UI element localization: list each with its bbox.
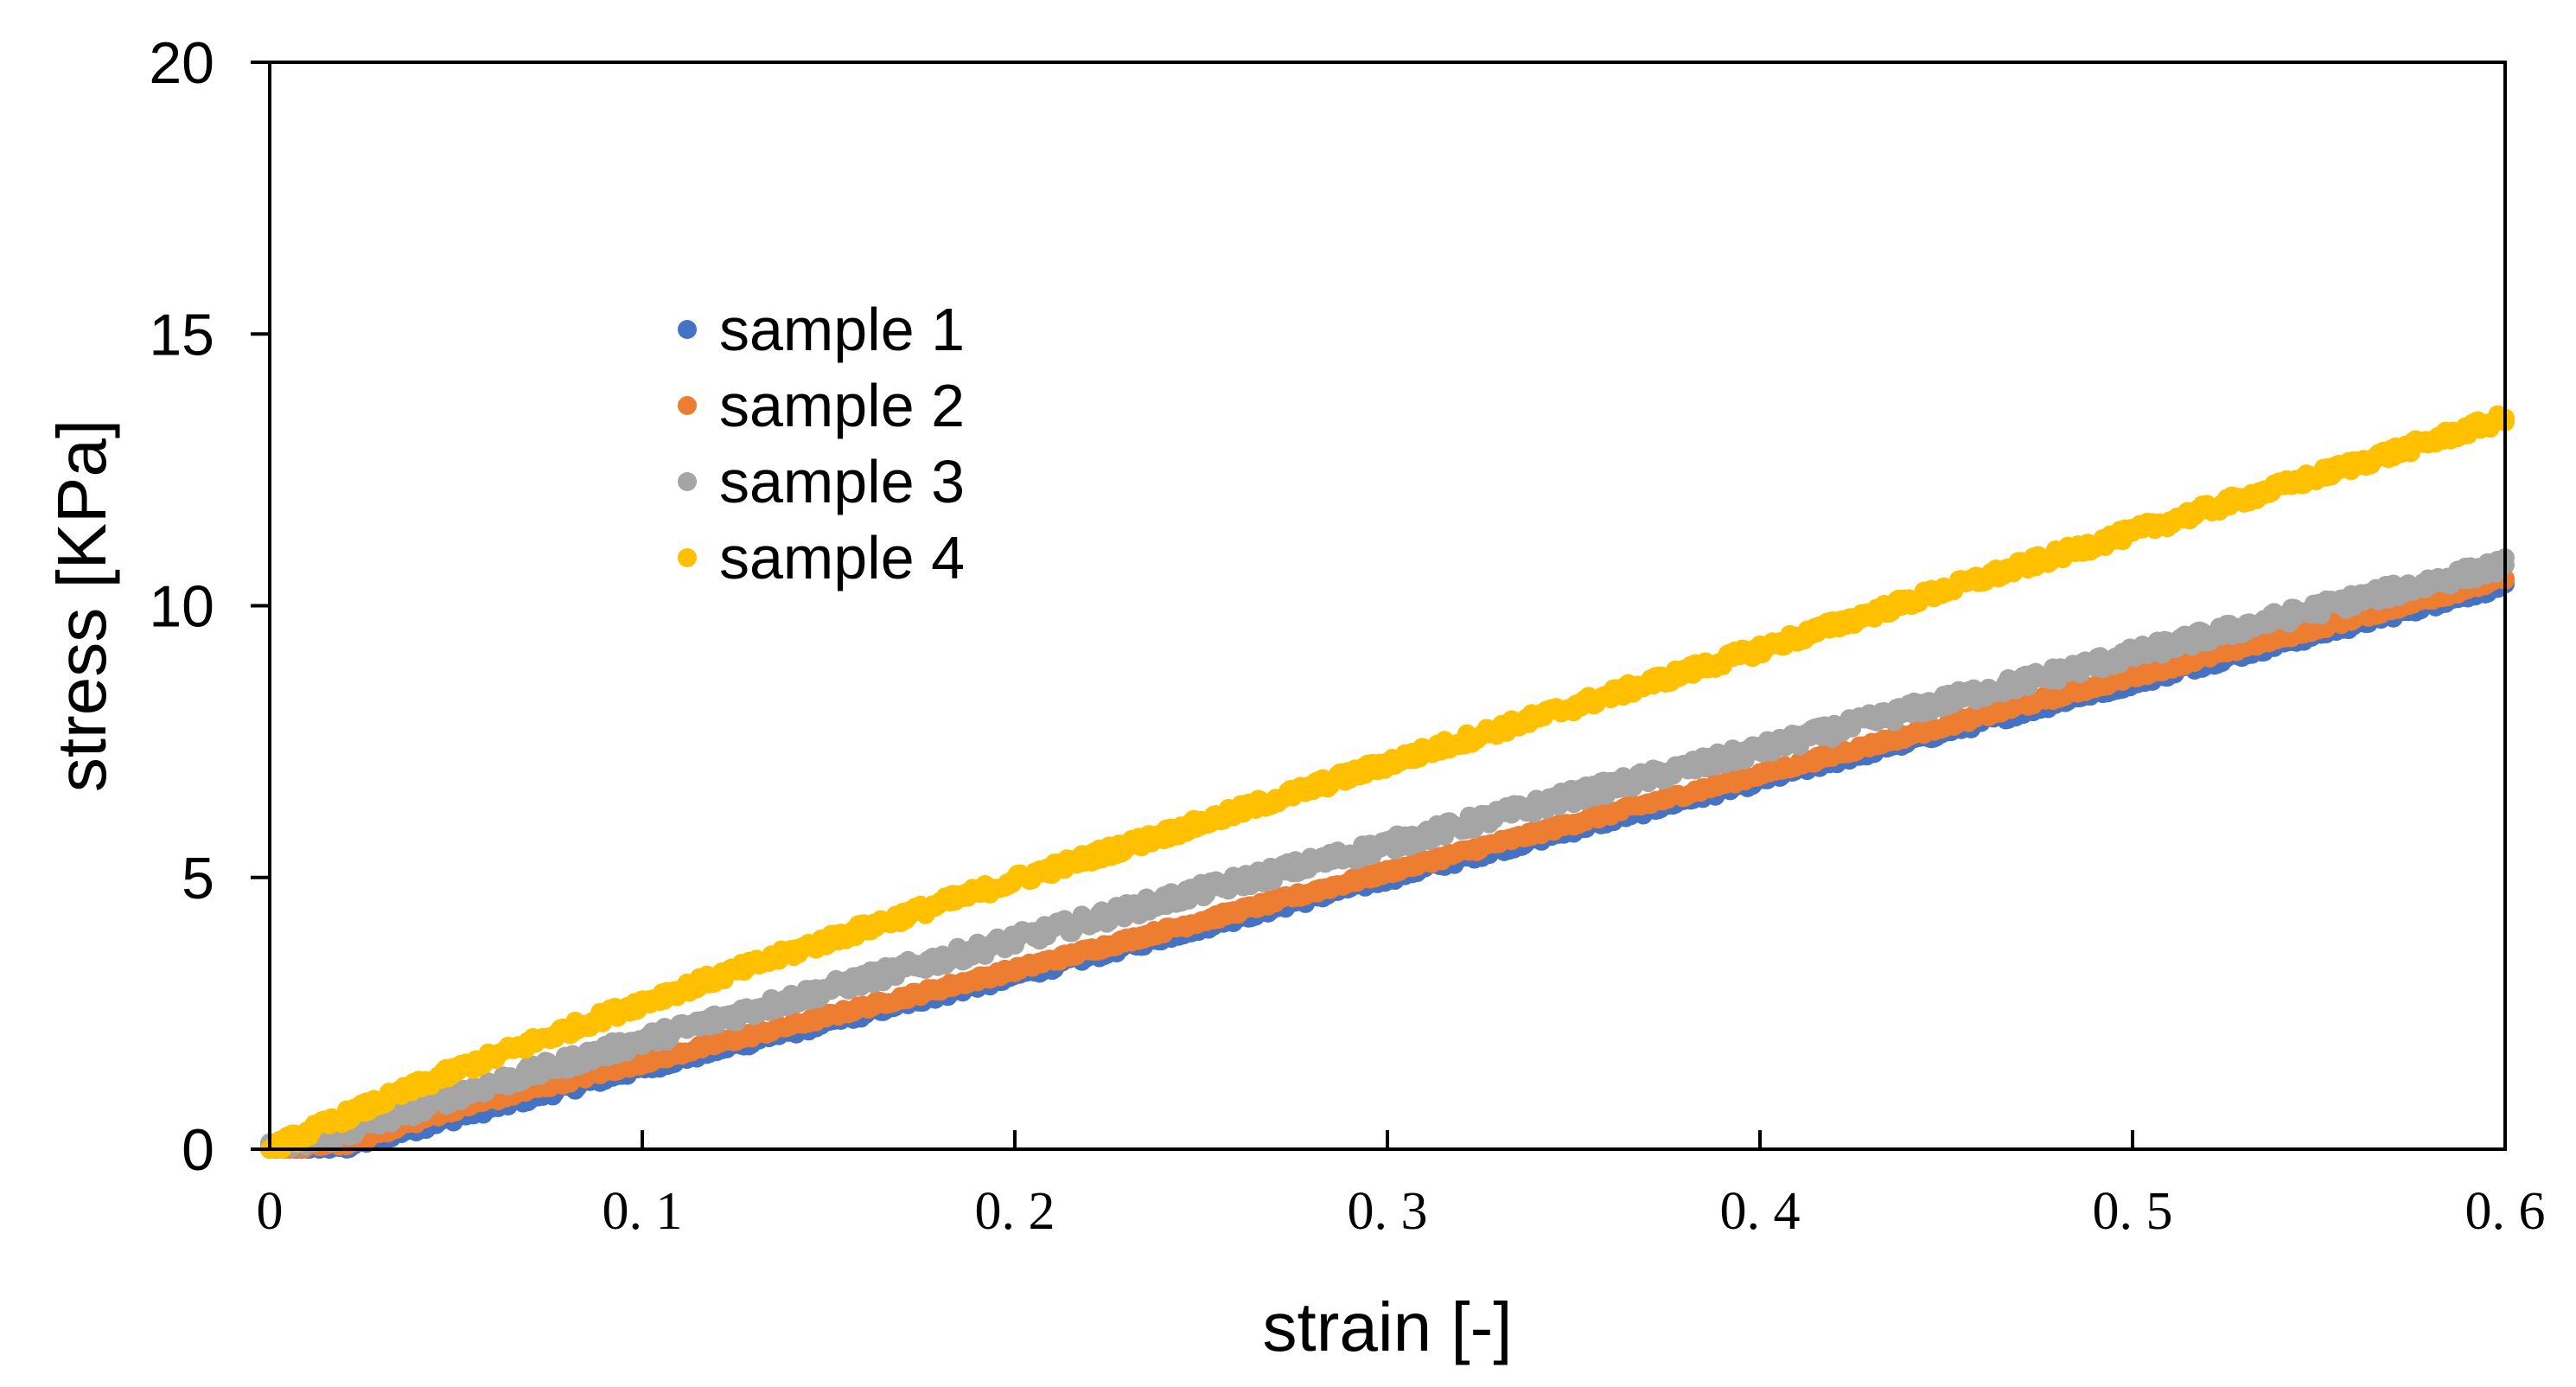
x-tick-label: 0. 5 [2093, 1182, 2173, 1241]
legend-label: sample 4 [719, 524, 965, 591]
y-axis-ticks: 0 5 10 15 20 [149, 30, 270, 1183]
y-tick-label: 5 [182, 846, 214, 911]
x-tick-label: 0. 3 [1348, 1182, 1428, 1241]
y-tick-label: 15 [149, 302, 214, 368]
series-sample-4 [260, 405, 2515, 1159]
legend-marker [678, 472, 697, 491]
x-tick-label: 0. 6 [2465, 1182, 2546, 1241]
legend-marker [678, 320, 697, 339]
legend-label: sample 3 [719, 448, 965, 515]
series-layer [260, 405, 2515, 1159]
legend: sample 1 sample 2 sample 3 sample 4 [678, 296, 965, 591]
y-tick-label: 0 [182, 1117, 214, 1183]
x-tick-label: 0 [257, 1182, 284, 1241]
x-axis-ticks: 0 0. 1 0. 2 0. 3 0. 4 0. 5 0. 6 [257, 1130, 2546, 1241]
legend-marker [678, 548, 697, 567]
y-tick-label: 20 [149, 30, 214, 96]
x-tick-label: 0. 1 [603, 1182, 683, 1241]
legend-label: sample 1 [719, 296, 965, 363]
legend-label: sample 2 [719, 372, 965, 439]
x-axis-label: strain [-] [1263, 1288, 1513, 1365]
x-tick-label: 0. 2 [975, 1182, 1055, 1241]
x-tick-label: 0. 4 [1720, 1182, 1801, 1241]
legend-marker [678, 396, 697, 415]
y-axis-label: stress [KPa] [43, 419, 120, 792]
y-tick-label: 10 [149, 574, 214, 640]
series-sample-3 [260, 548, 2515, 1159]
